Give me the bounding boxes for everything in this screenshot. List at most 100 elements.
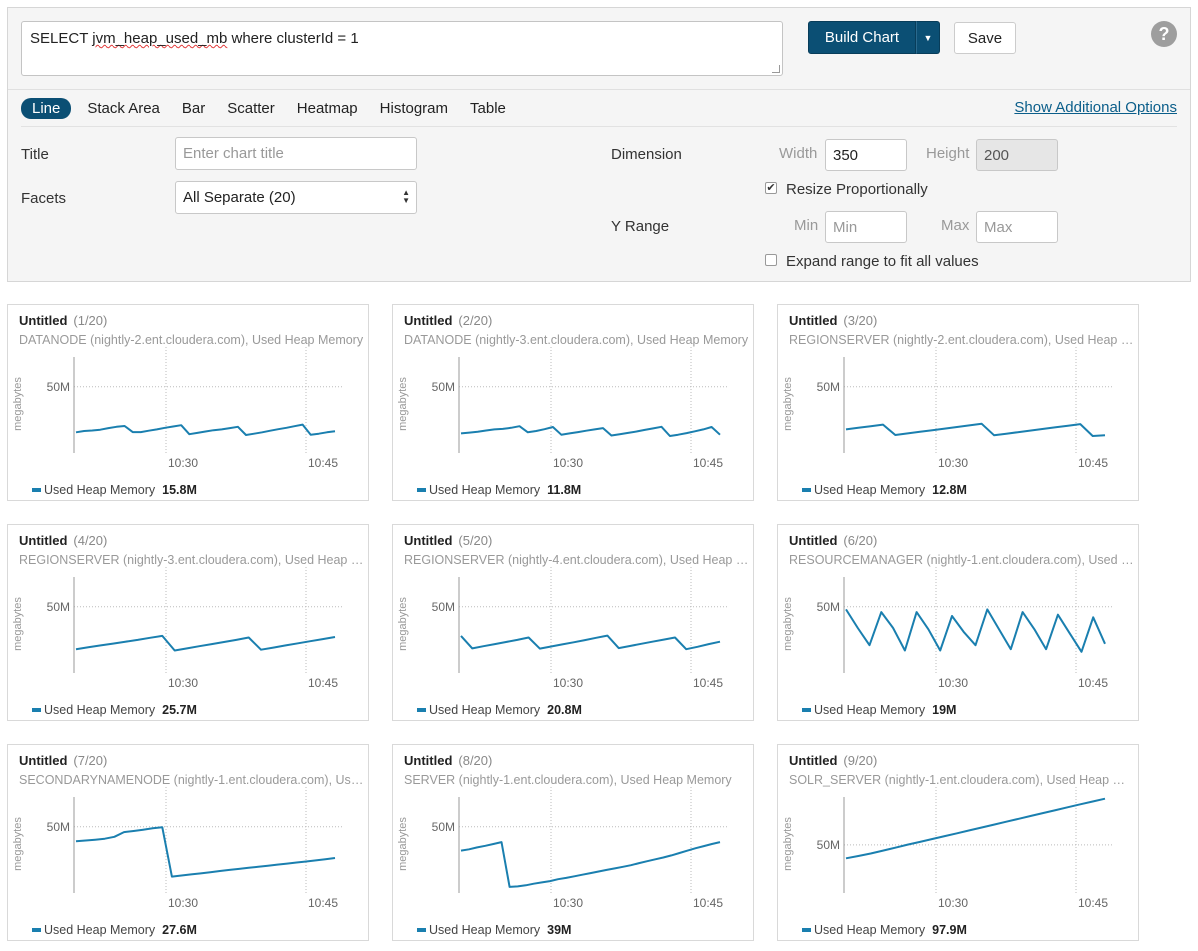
- tab-line[interactable]: Line: [21, 97, 72, 119]
- line-chart: 50M 10:30 10:45 megabytes: [397, 787, 729, 910]
- x-tick-label: 10:45: [308, 456, 338, 470]
- chart-index: (6/20): [843, 533, 878, 548]
- legend-swatch: [417, 488, 426, 492]
- expand-range-checkbox[interactable]: [765, 254, 777, 266]
- chart-legend: Used Heap Memory 27.6M: [32, 923, 197, 937]
- resize-grip-icon[interactable]: [772, 65, 780, 73]
- chart-card[interactable]: 50M 10:30 10:45 megabytes Untitled (1/20) DATA…: [7, 304, 369, 501]
- y-tick-label: 50M: [817, 380, 840, 394]
- facets-selected-value: All Separate (20): [183, 189, 296, 206]
- chart-index: (8/20): [458, 753, 493, 768]
- chart-legend: Used Heap Memory 15.8M: [32, 483, 197, 497]
- legend-label: Used Heap Memory: [429, 923, 541, 937]
- line-chart: 50M 10:30 10:45 megabytes: [397, 347, 729, 470]
- chart-card[interactable]: 50M 10:30 10:45 megabytes Untitled (4/20) REGI…: [7, 524, 369, 721]
- x-tick-label: 10:45: [1078, 676, 1108, 690]
- chart-title-text: Untitled: [19, 313, 68, 328]
- tab-table[interactable]: Table: [470, 99, 506, 117]
- x-tick-label: 10:45: [693, 676, 723, 690]
- line-chart: 50M 10:30 10:45 megabytes: [782, 567, 1114, 690]
- chart-title: Untitled (9/20): [789, 753, 877, 768]
- series-line-used-heap-memory: [845, 422, 1106, 437]
- legend-swatch: [417, 708, 426, 712]
- show-additional-options-link[interactable]: Show Additional Options: [1014, 99, 1177, 116]
- y-axis-label: megabytes: [782, 817, 794, 871]
- width-input[interactable]: 350: [825, 139, 907, 171]
- facets-select[interactable]: All Separate (20) ▲ ▼: [175, 181, 417, 214]
- chart-card[interactable]: 50M 10:30 10:45 megabytes Untitled (6/20) RESO…: [777, 524, 1139, 721]
- chart-card[interactable]: 50M 10:30 10:45 megabytes Untitled (2/20) DATA…: [392, 304, 754, 501]
- height-input[interactable]: 200: [976, 139, 1058, 171]
- y-axis-label: megabytes: [782, 597, 794, 651]
- legend-label: Used Heap Memory: [814, 923, 926, 937]
- select-arrows-icon: ▲ ▼: [402, 188, 410, 205]
- chart-title-input[interactable]: Enter chart title: [175, 137, 417, 170]
- chart-subtitle: DATANODE (nightly-3.ent.cloudera.com), U…: [404, 333, 749, 347]
- chart-card[interactable]: 50M 10:30 10:45 megabytes Untitled (3/20) REGI…: [777, 304, 1139, 501]
- y-axis-label: megabytes: [397, 597, 409, 651]
- chart-title: Untitled (4/20): [19, 533, 107, 548]
- y-axis-label: megabytes: [397, 817, 409, 871]
- x-tick-label: 10:30: [938, 896, 968, 910]
- query-input[interactable]: SELECT jvm_heap_used_mb where clusterId …: [21, 21, 783, 76]
- save-button[interactable]: Save: [954, 22, 1016, 54]
- chart-title-text: Untitled: [19, 533, 68, 548]
- chart-card[interactable]: 50M 10:30 10:45 megabytes Untitled (5/20) REGI…: [392, 524, 754, 721]
- legend-value: 39M: [547, 923, 572, 937]
- tab-bar[interactable]: Bar: [181, 99, 206, 117]
- chart-card[interactable]: 50M 10:30 10:45 megabytes Untitled (9/20) SOLR…: [777, 744, 1139, 941]
- tab-heatmap[interactable]: Heatmap: [296, 99, 358, 117]
- legend-label: Used Heap Memory: [44, 703, 156, 717]
- width-label: Width: [779, 145, 818, 162]
- legend-swatch: [802, 928, 811, 932]
- chart-title-text: Untitled: [404, 313, 453, 328]
- chart-subtitle: RESOURCEMANAGER (nightly-1.ent.cloudera.…: [789, 553, 1134, 567]
- x-tick-label: 10:30: [168, 896, 198, 910]
- height-label: Height: [926, 145, 970, 162]
- chart-subtitle: SOLR_SERVER (nightly-1.ent.cloudera.com)…: [789, 773, 1134, 787]
- x-tick-label: 10:45: [308, 676, 338, 690]
- series-line-used-heap-memory: [75, 423, 336, 436]
- chart-subtitle: SECONDARYNAMENODE (nightly-1.ent.clouder…: [19, 773, 364, 787]
- legend-swatch: [802, 708, 811, 712]
- tab-scatter[interactable]: Scatter: [227, 99, 275, 117]
- facets-label: Facets: [21, 190, 67, 207]
- title-label: Title: [21, 146, 49, 163]
- y-tick-label: 50M: [817, 838, 840, 852]
- y-tick-label: 50M: [817, 600, 840, 614]
- divider: [8, 89, 1190, 90]
- tab-stack-area[interactable]: Stack Area: [87, 99, 160, 117]
- x-tick-label: 10:30: [553, 896, 583, 910]
- legend-label: Used Heap Memory: [429, 483, 541, 497]
- chart-title: Untitled (1/20): [19, 313, 107, 328]
- max-input[interactable]: Max: [976, 211, 1058, 243]
- help-icon[interactable]: ?: [1151, 21, 1177, 47]
- legend-value: 97.9M: [932, 923, 967, 937]
- x-tick-label: 10:30: [938, 456, 968, 470]
- legend-swatch: [417, 928, 426, 932]
- chart-index: (7/20): [73, 753, 108, 768]
- chart-title-text: Untitled: [19, 753, 68, 768]
- chart-card[interactable]: 50M 10:30 10:45 megabytes Untitled (7/20) SECO…: [7, 744, 369, 941]
- series-line-used-heap-memory: [845, 797, 1106, 860]
- min-input[interactable]: Min: [825, 211, 907, 243]
- chart-legend: Used Heap Memory 19M: [802, 703, 956, 717]
- y-axis-label: megabytes: [12, 817, 24, 871]
- chart-card[interactable]: 50M 10:30 10:45 megabytes Untitled (8/20) SERV…: [392, 744, 754, 941]
- chart-title: Untitled (5/20): [404, 533, 492, 548]
- x-tick-label: 10:45: [308, 896, 338, 910]
- build-chart-button[interactable]: Build Chart: [808, 21, 916, 54]
- chart-legend: Used Heap Memory 11.8M: [417, 483, 581, 497]
- chart-title: Untitled (6/20): [789, 533, 877, 548]
- legend-label: Used Heap Memory: [44, 483, 156, 497]
- build-options-caret-icon[interactable]: ▼: [916, 21, 940, 54]
- chart-legend: Used Heap Memory 20.8M: [417, 703, 582, 717]
- y-tick-label: 50M: [432, 380, 455, 394]
- y-tick-label: 50M: [47, 600, 70, 614]
- legend-value: 19M: [932, 703, 957, 717]
- resize-proportionally-checkbox[interactable]: ✔: [765, 182, 777, 194]
- chart-title: Untitled (8/20): [404, 753, 492, 768]
- tab-histogram[interactable]: Histogram: [379, 99, 449, 117]
- chart-legend: Used Heap Memory 39M: [417, 923, 571, 937]
- y-axis-label: megabytes: [12, 377, 24, 431]
